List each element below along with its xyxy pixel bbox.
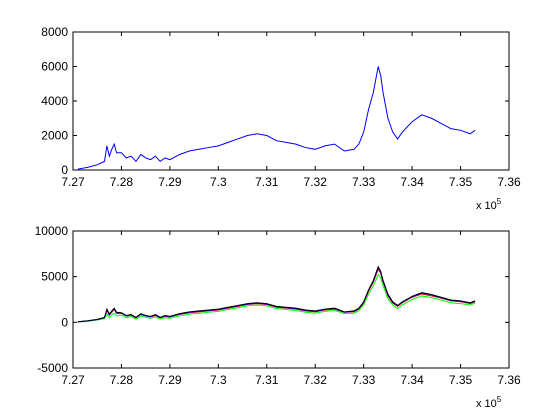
bottom-series-layer xyxy=(77,265,476,323)
bottom-x-multiplier: x 105 xyxy=(476,395,502,410)
bottom-axes-frame xyxy=(72,230,510,369)
bottom-xtick-label: 7.29 xyxy=(158,373,182,387)
bottom-axes: 7.27 7.28 7.29 7.3 7.31 7.32 7.33 7.34 7.35 7.36 -… xyxy=(35,224,521,410)
top-plot-area xyxy=(72,31,510,171)
top-x-multiplier: x 105 xyxy=(476,197,502,212)
bottom-tick-layer: 7.27 7.28 7.29 7.3 7.31 7.32 7.33 7.34 7.35 7.36 -… xyxy=(35,224,521,387)
top-xtick-label: 7.27 xyxy=(61,175,85,189)
bottom-xtick-label: 7.36 xyxy=(497,373,521,387)
bottom-xtick-label: 7.35 xyxy=(449,373,473,387)
top-xtick-label: 7.3 xyxy=(210,175,227,189)
bottom-xtick-label: 7.3 xyxy=(210,373,227,387)
bottom-x-multiplier-exponent: 5 xyxy=(497,395,502,404)
bottom-xtick-label: 7.33 xyxy=(352,373,376,387)
top-ytick-label: 4000 xyxy=(41,94,68,108)
top-x-multiplier-base: x 10 xyxy=(476,200,497,212)
top-xtick-label: 7.35 xyxy=(449,175,473,189)
top-xtick-label: 7.28 xyxy=(110,175,134,189)
bottom-series-line-1 xyxy=(77,273,476,323)
bottom-series-line-3 xyxy=(77,265,476,323)
top-series-layer xyxy=(77,66,476,170)
top-tick-layer: 7.27 7.28 7.29 7.3 7.31 7.32 7.33 7.34 7.35 7.36 0… xyxy=(41,25,521,189)
bottom-xtick-label: 7.28 xyxy=(110,373,134,387)
top-xtick-label: 7.36 xyxy=(497,175,521,189)
bottom-ytick-label: 10000 xyxy=(35,224,69,238)
top-ytick-label: 2000 xyxy=(41,129,68,143)
bottom-xtick-label: 7.32 xyxy=(304,373,328,387)
bottom-xtick-label: 7.31 xyxy=(255,373,279,387)
bottom-x-multiplier-base: x 10 xyxy=(476,398,497,410)
bottom-xtick-label: 7.27 xyxy=(61,373,85,387)
top-ytick-label: 0 xyxy=(61,163,68,177)
bottom-ytick-label: 5000 xyxy=(41,270,68,284)
top-ytick-label: 8000 xyxy=(41,25,68,39)
top-axes: 7.27 7.28 7.29 7.3 7.31 7.32 7.33 7.34 7.35 7.36 0… xyxy=(41,25,521,212)
top-xtick-label: 7.29 xyxy=(158,175,182,189)
top-xtick-label: 7.32 xyxy=(304,175,328,189)
top-xtick-label: 7.33 xyxy=(352,175,376,189)
bottom-ytick-label: 0 xyxy=(61,315,68,329)
top-axes-frame xyxy=(72,31,510,171)
top-x-multiplier-exponent: 5 xyxy=(497,197,502,206)
bottom-ytick-label: -5000 xyxy=(37,361,68,375)
top-ytick-label: 6000 xyxy=(41,60,68,74)
top-series-line-0 xyxy=(77,66,476,170)
top-xtick-label: 7.34 xyxy=(400,175,424,189)
top-xtick-label: 7.31 xyxy=(255,175,279,189)
bottom-plot-area xyxy=(72,230,510,369)
bottom-xtick-label: 7.34 xyxy=(400,373,424,387)
